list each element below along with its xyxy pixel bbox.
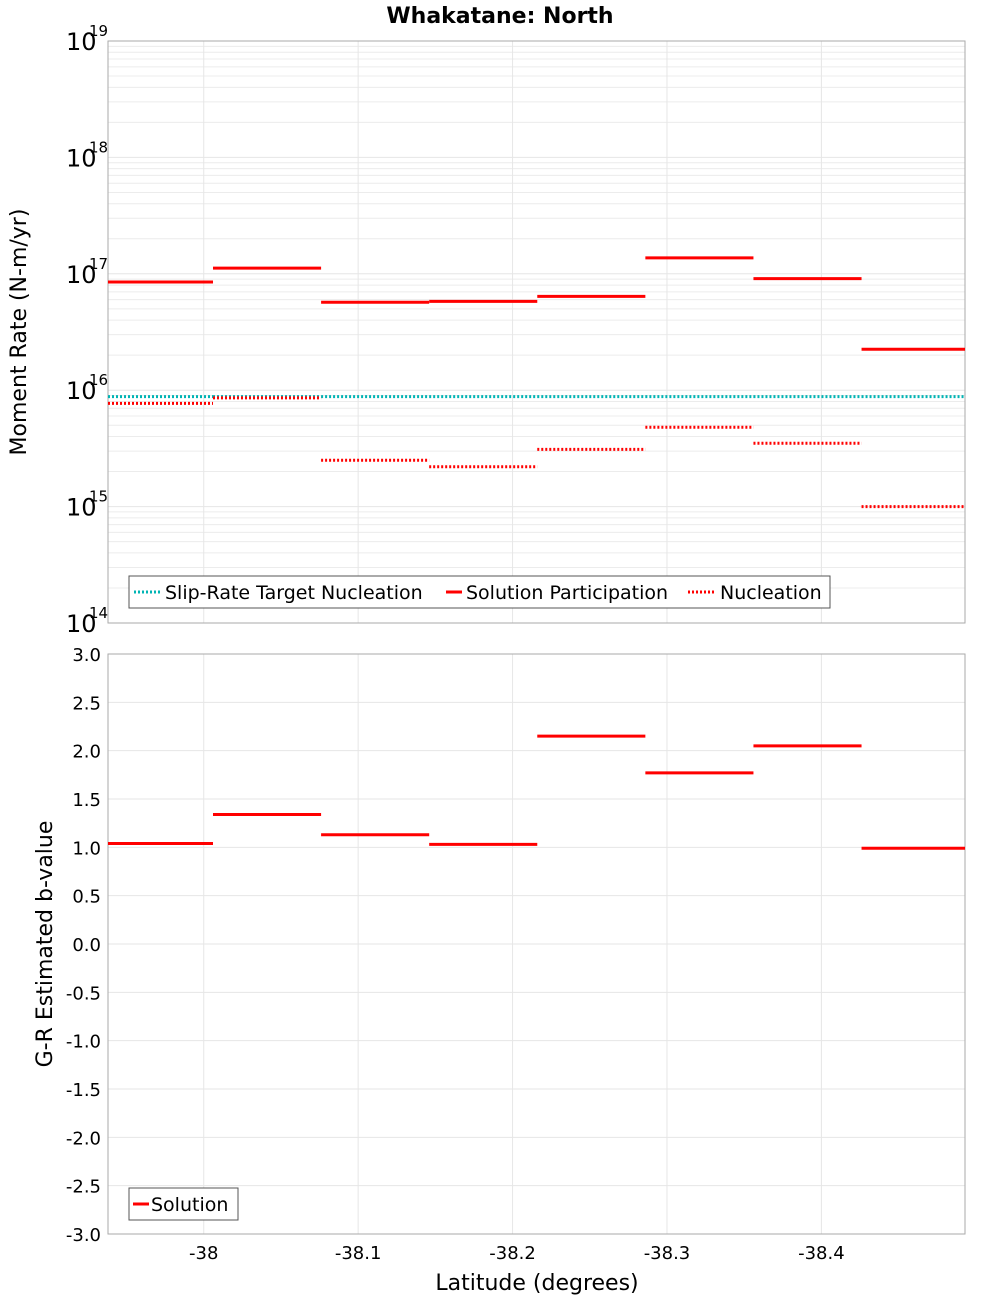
y-tick-exponent: 19 [89,22,108,40]
y-tick-label: 2.0 [72,742,101,763]
x-tick-label: -38.2 [489,1243,536,1264]
y-tick-label: -0.5 [66,983,101,1004]
y-tick-label: 10 [66,28,97,56]
chart-title: Whakatane: North [386,4,613,29]
y-axis-label-b-value: G-R Estimated b-value [33,821,58,1068]
y-tick-label: -1.5 [66,1080,101,1101]
y-tick-label: 1.0 [72,838,101,859]
y-tick-exponent: 17 [89,255,108,273]
y-tick-label: 10 [66,494,97,522]
b-value-panel: -3.0 -2.5 -2.0 -1.5 -1.0 -0.5 0.0 0.5 1.0 1.5 2.0 2… [66,645,966,1264]
y-tick-exponent: 15 [89,488,108,506]
legend-label: Solution Participation [466,582,668,604]
x-tick-label: -38.3 [644,1243,691,1264]
y-tick-label: 3.0 [72,645,101,666]
y-tick-label: 10 [66,144,97,172]
plot-frame [107,40,966,624]
y-axis-label-moment-rate: Moment Rate (N-m/yr) [7,209,32,456]
legend-label: Nucleation [720,582,822,604]
y-tick-label: 2.5 [72,693,101,714]
y-tick-label: -2.5 [66,1177,101,1198]
x-tick-label: -38 [189,1243,218,1264]
y-tick-label: 0.5 [72,887,101,908]
y-tick-label: 10 [66,377,97,405]
legend-label: Solution [151,1194,228,1216]
y-tick-label: 1.5 [72,790,101,811]
y-tick-exponent: 16 [89,371,108,389]
y-tick-exponent: 14 [89,604,108,622]
y-tick-label: 10 [66,610,97,638]
y-tick-exponent: 18 [89,138,108,156]
y-tick-label: -3.0 [66,1225,101,1246]
x-axis-label: Latitude (degrees) [435,1271,638,1296]
y-tick-label: 10 [66,261,97,289]
legend-label: Slip-Rate Target Nucleation [165,582,423,604]
legend-bottom: Solution [128,1187,239,1221]
y-tick-label: -1.0 [66,1032,101,1053]
x-tick-label: -38.1 [335,1243,382,1264]
plot-frame [107,653,966,1235]
y-tick-label: 0.0 [72,935,101,956]
legend-top: Slip-Rate Target Nucleation Solution Part… [128,575,831,609]
y-tick-label: -2.0 [66,1128,101,1149]
x-tick-label: -38.4 [798,1243,845,1264]
